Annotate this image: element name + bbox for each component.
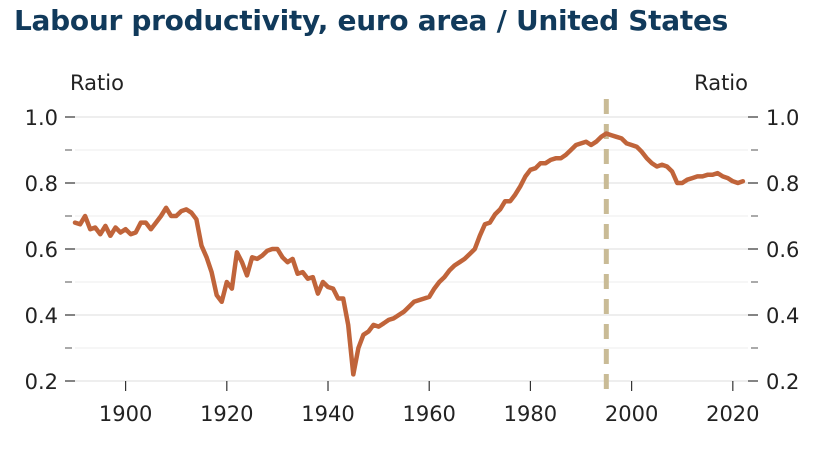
x-tick-label: 1940 xyxy=(301,402,354,426)
x-tick-label: 1900 xyxy=(99,402,152,426)
x-tick-label: 1960 xyxy=(402,402,455,426)
y-tick-label-right: 0.4 xyxy=(766,304,799,328)
left-axis-unit-label: Ratio xyxy=(70,71,124,95)
y-tick-label-left: 0.4 xyxy=(25,304,58,328)
y-tick-label-left: 0.6 xyxy=(25,238,58,262)
y-tick-label-right: 0.8 xyxy=(766,172,799,196)
y-tick-label-right: 0.6 xyxy=(766,238,799,262)
grid-lines xyxy=(75,116,748,382)
y-tick-label-left: 0.8 xyxy=(25,172,58,196)
series-layer xyxy=(72,131,746,377)
x-tick-label: 1920 xyxy=(200,402,253,426)
tick-labels: 0.2 0.2 0.4 0.4 0.6 0.6 0.8 0.8 1.0 1.0 1900 1920 19… xyxy=(25,106,800,426)
right-axis-unit-label: Ratio xyxy=(694,71,748,95)
x-tick-label: 1980 xyxy=(504,402,557,426)
chart-title: Labour productivity, euro area / United … xyxy=(14,4,728,37)
x-tick-label: 2020 xyxy=(706,402,759,426)
y-tick-label-left: 0.2 xyxy=(25,370,58,394)
y-tick-label-left: 1.0 xyxy=(25,106,58,130)
series-line xyxy=(72,131,746,377)
y-tick-label-right: 1.0 xyxy=(766,106,799,130)
x-tick-label: 2000 xyxy=(605,402,658,426)
y-tick-label-right: 0.2 xyxy=(766,370,799,394)
